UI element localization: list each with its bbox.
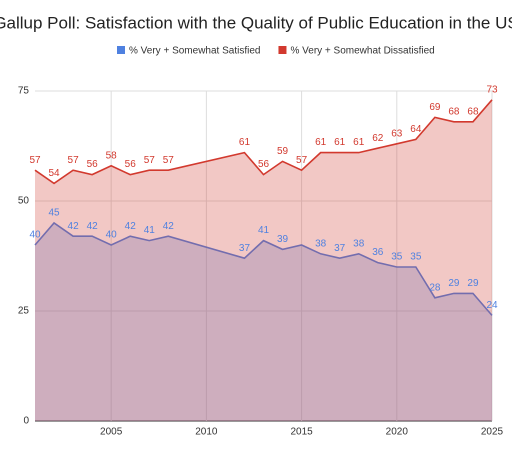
data-label: 57: [163, 155, 175, 166]
data-label: 36: [372, 247, 384, 258]
data-label: 29: [467, 278, 479, 289]
data-label: 24: [486, 300, 498, 311]
y-tick-label: 25: [18, 306, 30, 317]
data-label: 69: [429, 102, 441, 113]
y-tick-label: 0: [23, 416, 29, 427]
x-tick-label: 2025: [481, 427, 504, 438]
data-label: 39: [277, 234, 289, 245]
data-label: 73: [486, 84, 498, 95]
data-label: 56: [125, 159, 137, 170]
data-label: 54: [48, 168, 60, 179]
data-label: 57: [29, 155, 41, 166]
legend-label: % Very + Somewhat Satisfied: [129, 46, 260, 57]
data-label: 59: [277, 146, 289, 157]
x-tick-label: 2015: [290, 427, 313, 438]
data-label: 68: [448, 106, 460, 117]
data-label: 41: [144, 225, 156, 236]
data-label: 56: [87, 159, 99, 170]
chart-title: Gallup Poll: Satisfaction with the Quali…: [0, 13, 512, 32]
data-label: 42: [163, 221, 175, 232]
area-fill: [35, 99, 492, 422]
y-tick-label: 75: [18, 86, 30, 97]
area-fill: [35, 223, 492, 421]
data-label: 35: [391, 252, 403, 263]
data-label: 56: [258, 159, 270, 170]
legend-swatch: [117, 46, 125, 54]
data-label: 42: [87, 221, 99, 232]
data-label: 64: [410, 124, 422, 135]
data-label: 42: [125, 221, 137, 232]
data-label: 38: [353, 238, 365, 249]
data-label: 35: [410, 252, 422, 263]
y-tick-label: 50: [18, 196, 30, 207]
data-label: 45: [48, 208, 60, 219]
data-label: 57: [296, 155, 308, 166]
x-tick-label: 2005: [100, 427, 123, 438]
data-label: 58: [106, 150, 118, 161]
data-label: 57: [144, 155, 156, 166]
data-label: 40: [29, 230, 41, 241]
data-label: 61: [315, 137, 327, 148]
data-label: 41: [258, 225, 270, 236]
line: [34, 221, 493, 316]
data-label: 63: [391, 128, 403, 139]
data-label: 61: [239, 137, 251, 148]
x-tick-label: 2010: [195, 427, 218, 438]
data-label: 37: [239, 243, 251, 254]
data-label: 61: [353, 137, 365, 148]
legend-label: % Very + Somewhat Dissatisfied: [290, 46, 434, 57]
x-tick-label: 2020: [386, 427, 409, 438]
data-label: 42: [68, 221, 80, 232]
line: [34, 99, 493, 185]
data-label: 62: [372, 133, 384, 144]
data-label: 28: [429, 282, 441, 293]
data-label: 68: [467, 106, 479, 117]
data-label: 40: [106, 230, 118, 241]
data-label: 38: [315, 238, 327, 249]
legend-swatch: [278, 46, 287, 54]
data-label: 57: [68, 155, 80, 166]
data-label: 37: [334, 243, 346, 254]
data-label: 29: [448, 278, 460, 289]
data-label: 61: [334, 137, 346, 148]
